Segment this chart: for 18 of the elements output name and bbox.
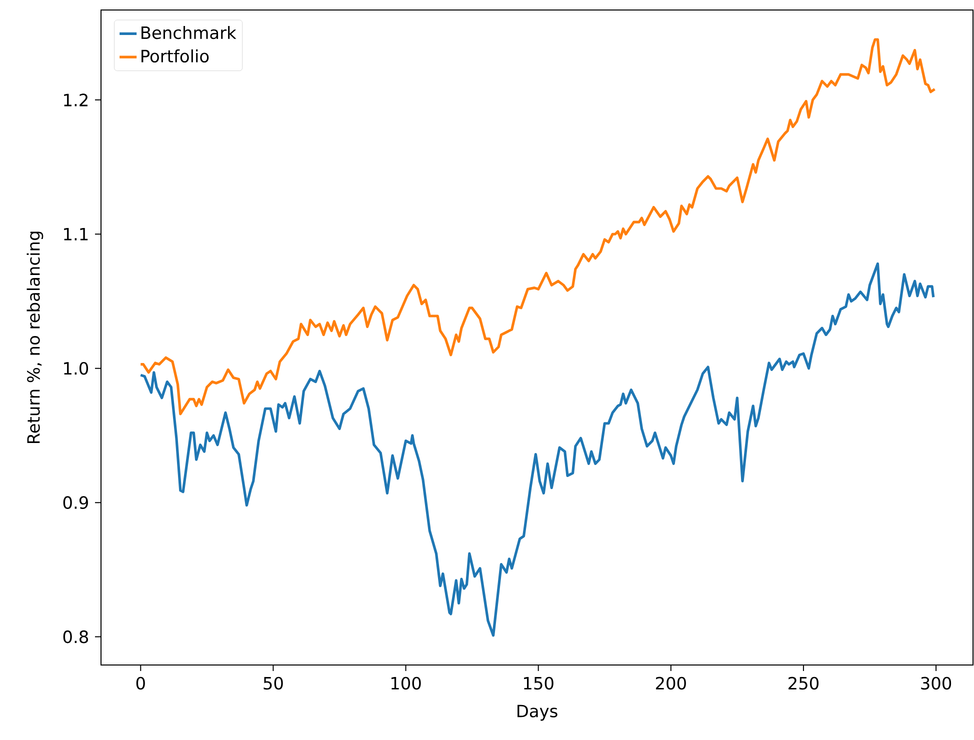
legend-label: Portfolio (142, 49, 209, 62)
line-series (139, 38, 936, 416)
x-tick-label: 50 (264, 676, 283, 690)
y-tick-label: 1.1 (64, 228, 88, 240)
y-tick-label: 0.8 (63, 630, 88, 644)
x-tick-label: 300 (921, 676, 952, 690)
legend-label: Benchmark (142, 26, 236, 40)
x-tick-label: 150 (524, 676, 554, 690)
x-tick-label: 250 (788, 676, 818, 690)
y-tick-label: 0.9 (63, 496, 88, 509)
x-tick-label: 200 (656, 676, 686, 690)
x-axis-title: Days (518, 704, 558, 721)
x-tick-label: 100 (391, 676, 421, 690)
y-tick-label: 1.2 (64, 94, 88, 106)
x-tick-label: 0 (136, 676, 145, 690)
line-series (139, 262, 935, 637)
y-axis-title: Return %, no rebalancing (26, 232, 44, 444)
y-tick-label: 1.0 (64, 362, 88, 375)
